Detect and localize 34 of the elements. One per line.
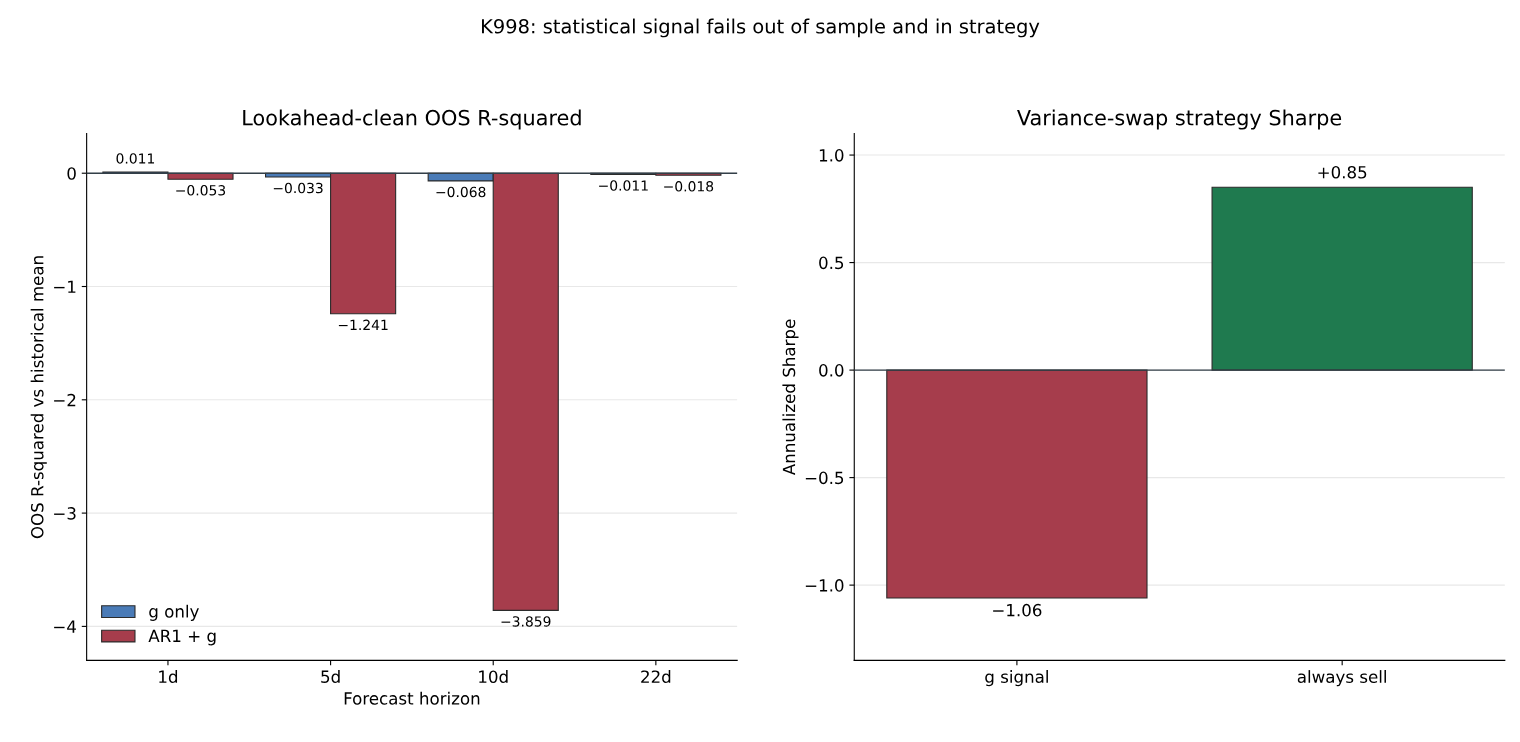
x-axis-title: Forecast horizon	[344, 691, 480, 705]
x-tick-label: 22d	[641, 670, 671, 683]
chart-title: Variance-swap strategy Sharpe	[1017, 109, 1342, 130]
data-label: +0.85	[1318, 165, 1367, 179]
y-tick-label: 1.0	[819, 149, 844, 162]
y-tick-label: −4	[54, 620, 76, 633]
y-tick-label: 0	[67, 167, 76, 180]
y-tick-label: −1	[54, 280, 76, 293]
data-label: −0.011	[599, 180, 648, 191]
data-label: −0.033	[273, 182, 323, 194]
data-label: −1.241	[338, 319, 388, 330]
text: K998: statistical signal fails out of sample and in strategy	[482, 18, 1040, 38]
x-tick-label: 1d	[159, 670, 178, 683]
x-tick-label: 10d	[479, 670, 508, 683]
legend-label: g only	[149, 604, 199, 621]
x-tick-label: 5d	[321, 670, 340, 683]
data-label: −0.068	[436, 186, 486, 198]
data-label: −3.859	[501, 616, 551, 627]
y-tick-label: −1.0	[805, 579, 844, 592]
x-tick-label: g signal	[985, 670, 1048, 687]
data-label: 0.011	[116, 153, 155, 164]
y-axis-title: OOS R-squared vs historical mean	[30, 256, 47, 539]
y-tick-label: −3	[54, 507, 76, 520]
y-tick-label: 0.0	[819, 364, 844, 377]
y-tick-label: −2	[54, 393, 76, 407]
y-tick-label: −0.5	[805, 471, 844, 485]
data-label: −0.018	[664, 181, 714, 192]
chart-title: Lookahead-clean OOS R-squared	[243, 109, 581, 130]
y-tick-label: 0.5	[819, 256, 844, 270]
data-label: −1.06	[993, 603, 1042, 617]
x-tick-label: always sell	[1297, 670, 1386, 687]
data-label: −0.053	[176, 185, 226, 196]
legend-label: AR1 + g	[148, 629, 216, 646]
y-axis-title: Annualized Sharpe	[782, 319, 799, 476]
